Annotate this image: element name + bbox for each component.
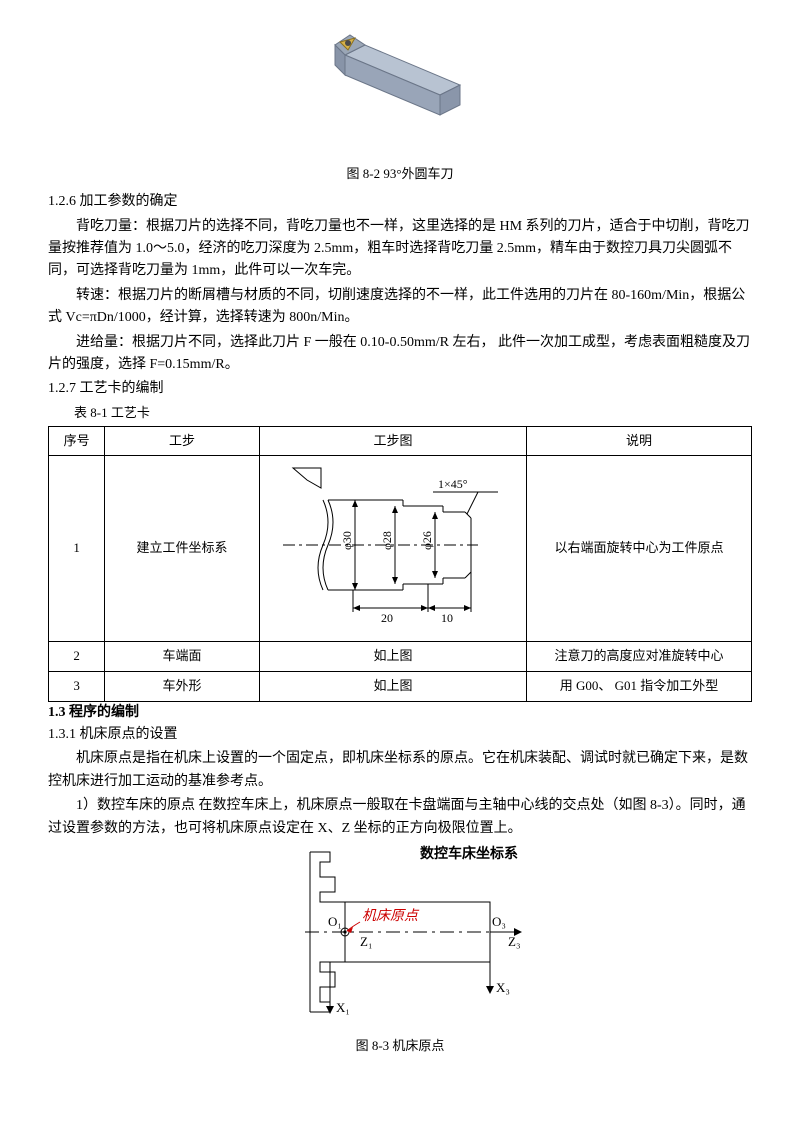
th-fig: 工步图 <box>259 426 526 456</box>
figure-8-2-caption: 图 8-2 93°外圆车刀 <box>48 164 752 185</box>
workpiece-diagram: 1×45° φ30 φ28 φ26 <box>273 460 513 630</box>
heading-1-3: 1.3 程序的编制 <box>48 702 752 724</box>
figure-8-3: 数控车床坐标系 O₁ 机床原点 Z₁ X₁ O₃ Z₃ X₃ <box>48 842 752 1030</box>
th-seq: 序号 <box>49 426 105 456</box>
figure-8-3-caption: 图 8-3 机床原点 <box>48 1036 752 1057</box>
para-1-2-6-2: 转速：根据刀片的断屑槽与材质的不同，切削速度选择的不一样，此工件选用的刀片在 8… <box>48 285 752 330</box>
para-1-2-6-3: 进给量：根据刀片不同，选择此刀片 F 一般在 0.10-0.50mm/R 左右，… <box>48 332 752 377</box>
cell-seq: 2 <box>49 642 105 672</box>
para-1-3-1-2: 1）数控车床的原点 在数控车床上，机床原点一般取在卡盘端面与主轴中心线的交点处（… <box>48 795 752 840</box>
cell-fig: 如上图 <box>259 671 526 701</box>
label-z3: Z₃ <box>508 934 520 949</box>
table-row: 3 车外形 如上图 用 G00、 G01 指令加工外型 <box>49 671 752 701</box>
table-header-row: 序号 工步 工步图 说明 <box>49 426 752 456</box>
cell-desc: 注意刀的高度应对准旋转中心 <box>527 642 752 672</box>
cell-fig: 1×45° φ30 φ28 φ26 <box>259 456 526 642</box>
cell-seq: 3 <box>49 671 105 701</box>
cell-step: 车外形 <box>105 671 260 701</box>
dim-d1: φ30 <box>340 531 354 550</box>
process-table: 序号 工步 工步图 说明 1 建立工件坐标系 <box>48 426 752 702</box>
cell-desc: 用 G00、 G01 指令加工外型 <box>527 671 752 701</box>
table-row: 1 建立工件坐标系 <box>49 456 752 642</box>
para-1-2-6-1: 背吃刀量：根据刀片的选择不同，背吃刀量也不一样，这里选择的是 HM 系列的刀片，… <box>48 216 752 283</box>
tool-svg <box>310 20 490 150</box>
cell-step: 建立工件坐标系 <box>105 456 260 642</box>
th-step: 工步 <box>105 426 260 456</box>
label-origin: 机床原点 <box>362 908 420 924</box>
label-x1: X₁ <box>336 1000 350 1015</box>
label-x3: X₃ <box>496 980 510 995</box>
figure-8-2 <box>48 20 752 158</box>
table-8-1-label: 表 8-1 工艺卡 <box>74 403 752 424</box>
cell-seq: 1 <box>49 456 105 642</box>
para-1-3-1-1: 机床原点是指在机床上设置的一个固定点，即机床坐标系的原点。它在机床装配、调试时就… <box>48 748 752 793</box>
origin-svg: 数控车床坐标系 O₁ 机床原点 Z₁ X₁ O₃ Z₃ X₃ <box>250 842 550 1022</box>
label-o3: O₃ <box>492 914 506 929</box>
label-z1: Z₁ <box>360 934 372 949</box>
dim-l2: 10 <box>441 611 453 625</box>
coord-sys-title: 数控车床坐标系 <box>420 845 518 861</box>
cell-step: 车端面 <box>105 642 260 672</box>
dim-d2: φ28 <box>380 531 394 550</box>
heading-1-2-6: 1.2.6 加工参数的确定 <box>48 191 752 213</box>
heading-1-3-1: 1.3.1 机床原点的设置 <box>48 724 752 746</box>
cell-desc: 以右端面旋转中心为工件原点 <box>527 456 752 642</box>
table-row: 2 车端面 如上图 注意刀的高度应对准旋转中心 <box>49 642 752 672</box>
cell-fig: 如上图 <box>259 642 526 672</box>
heading-1-2-7: 1.2.7 工艺卡的编制 <box>48 378 752 400</box>
chamfer-label: 1×45° <box>438 477 468 491</box>
th-desc: 说明 <box>527 426 752 456</box>
label-o1: O₁ <box>328 914 342 929</box>
dim-l1: 20 <box>381 611 393 625</box>
dim-d3: φ26 <box>420 531 434 550</box>
